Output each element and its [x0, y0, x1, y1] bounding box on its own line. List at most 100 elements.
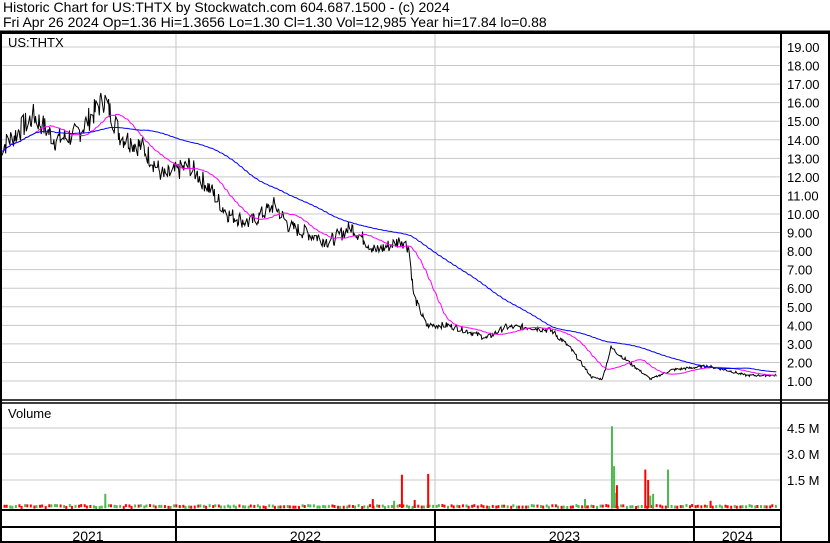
volume-bar [571, 505, 574, 509]
volume-bar [158, 504, 161, 508]
price-tick-label: 6.00 [787, 281, 812, 296]
volume-bar [244, 505, 247, 509]
volume-bar [640, 504, 643, 508]
volume-bar [100, 505, 103, 509]
volume-bar [631, 505, 634, 509]
volume-bar [506, 505, 509, 509]
volume-bar [318, 505, 321, 509]
volume-bar [495, 505, 498, 509]
volume-bar [68, 504, 71, 508]
volume-bar [262, 505, 265, 509]
volume-bar [279, 505, 282, 509]
volume-bar [182, 504, 185, 508]
volume-bar [461, 504, 464, 508]
price-tick-label: 3.00 [787, 337, 812, 352]
volume-bar [670, 504, 673, 508]
volume-bar [771, 504, 774, 508]
volume-bar [327, 504, 330, 508]
volume-bar [510, 505, 513, 509]
volume-bar [539, 505, 542, 509]
volume-bar [769, 505, 772, 509]
volume-bar [741, 505, 744, 509]
volume-bar [482, 505, 485, 509]
volume-bar [715, 505, 718, 509]
price-tick-label: 13.00 [787, 151, 820, 166]
volume-bar [256, 504, 259, 508]
volume-bar [491, 504, 494, 508]
volume-bar [703, 504, 706, 508]
volume-bar [748, 504, 751, 508]
volume-bar [154, 505, 157, 509]
volume-bar [480, 504, 483, 508]
price-tick-label: 8.00 [787, 244, 812, 259]
volume-bar [739, 505, 742, 509]
volume-bar [554, 504, 557, 508]
volume-label: Volume [8, 406, 51, 421]
volume-bar [119, 504, 122, 508]
price-lines [0, 92, 777, 381]
volume-bar [486, 505, 489, 509]
volume-bar [417, 504, 420, 508]
volume-bar [599, 504, 602, 508]
volume-bar [268, 504, 271, 508]
volume-bar [420, 505, 423, 509]
volume-bar [109, 504, 112, 508]
volume-bar [354, 505, 357, 509]
volume-bar [754, 505, 757, 509]
volume-bar [718, 504, 721, 508]
volume-bar [674, 505, 677, 509]
price-line [0, 92, 777, 381]
volume-bar [745, 505, 748, 509]
volume-bar [366, 505, 369, 509]
volume-bar [227, 504, 230, 508]
volume-bar [659, 504, 662, 508]
volume-bar [706, 504, 709, 508]
volume-bar [681, 505, 684, 509]
volume-bar [253, 504, 256, 508]
volume-bar [601, 504, 604, 508]
volume-bar [581, 505, 584, 509]
volume-bar [212, 505, 215, 509]
volume-bar [324, 505, 327, 509]
price-tick-label: 16.00 [787, 96, 820, 111]
volume-bar [435, 504, 438, 508]
volume-bar [312, 504, 315, 508]
volume-bar [184, 505, 187, 509]
moving-average-line [0, 113, 777, 376]
volume-bar [575, 504, 578, 508]
volume-bar [521, 505, 524, 509]
volume-bar [390, 504, 393, 508]
volume-bar [188, 505, 191, 509]
volume-bar [396, 504, 399, 508]
volume-bar [547, 505, 550, 509]
volume-bar [139, 504, 142, 508]
volume-bar [92, 505, 95, 509]
volume-bar [190, 505, 193, 509]
volume-bar [368, 504, 371, 508]
volume-bar [124, 504, 127, 508]
volume-bar [515, 505, 518, 509]
volume-bar [247, 505, 250, 509]
volume-bar [512, 504, 515, 508]
volume-bar [249, 504, 252, 508]
axis-labels: 1.00 2.00 3.00 4.00 5.00 6.00 7.00 8.00 9.00 10.0… [72, 40, 819, 543]
volume-bar [637, 505, 640, 509]
volume-bar [5, 504, 8, 508]
volume-bar [378, 504, 381, 508]
price-tick-label: 11.00 [787, 188, 819, 203]
volume-bar [527, 505, 530, 509]
volume-bar [441, 504, 444, 508]
volume-tick-label: 3.0 M [787, 447, 820, 462]
volume-bar [115, 505, 118, 509]
volume-bar [85, 505, 88, 509]
volume-bar [586, 505, 589, 509]
volume-bar [408, 505, 411, 509]
volume-bar [357, 504, 360, 508]
volume-bar [615, 485, 618, 508]
volume-bar [652, 493, 655, 508]
price-tick-label: 19.00 [787, 40, 820, 55]
volume-bar [41, 504, 44, 508]
volume-bar [205, 505, 208, 509]
volume-bar [696, 504, 699, 508]
volume-bar [122, 505, 125, 509]
